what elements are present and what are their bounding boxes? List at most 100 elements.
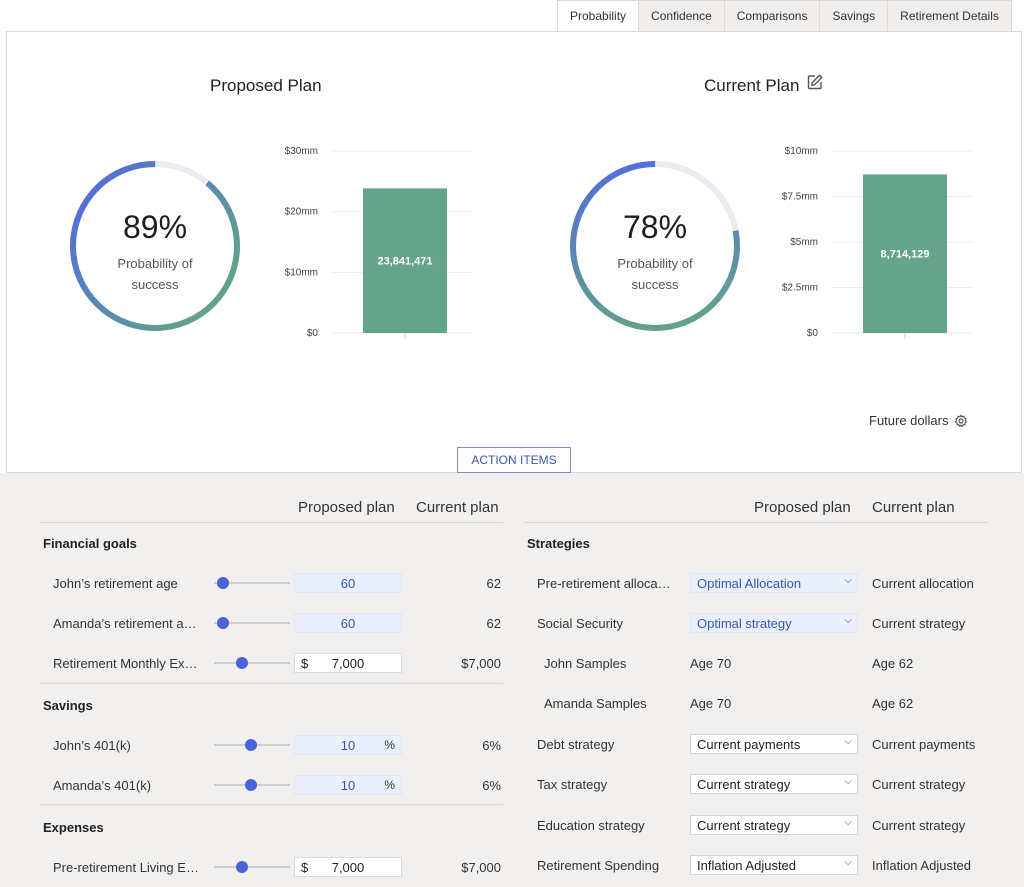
- tax-strategy-current: Current strategy: [872, 777, 966, 792]
- divider: [524, 522, 988, 523]
- future-dollars-toggle[interactable]: Future dollars: [869, 413, 968, 428]
- tab-retirement-details[interactable]: Retirement Details: [887, 0, 1012, 32]
- amanda-401k-input[interactable]: 10%: [294, 775, 402, 795]
- tab-savings[interactable]: Savings: [819, 0, 889, 32]
- john-401k-input[interactable]: 10%: [294, 735, 402, 755]
- chevron-down-icon: ⌵: [844, 776, 852, 787]
- slider-track[interactable]: [214, 582, 290, 584]
- amanda-401k-slider[interactable]: [214, 778, 290, 792]
- tab-comparisons[interactable]: Comparisons: [723, 0, 821, 32]
- slider-thumb[interactable]: [217, 617, 230, 629]
- current-probability-donut: [570, 161, 740, 331]
- row-label: John’s retirement age: [53, 576, 178, 591]
- divider: [40, 804, 503, 805]
- right-proposed-header: Proposed plan: [754, 499, 851, 516]
- amanda-retirement-age-input[interactable]: 60: [294, 613, 402, 633]
- section-savings: Savings: [43, 698, 93, 713]
- education-strategy-current: Current strategy: [872, 818, 966, 833]
- field-text: 10: [340, 778, 356, 793]
- john-401k-slider[interactable]: [214, 738, 290, 752]
- gear-icon[interactable]: [954, 414, 968, 428]
- proposed-assets-bar-chart: $0 $10mm $20mm $30mm 23,841,471: [285, 146, 472, 339]
- pre-retirement-living-expense-current: $7,000: [461, 860, 501, 875]
- amanda-retirement-age-slider[interactable]: [214, 616, 290, 630]
- field-text: 60: [340, 576, 356, 591]
- bar: [363, 188, 447, 333]
- john-retirement-age-slider[interactable]: [214, 576, 290, 590]
- john-401k-current: 6%: [482, 738, 501, 753]
- donut-arc: [70, 161, 240, 331]
- john-retirement-age-input[interactable]: 60: [294, 573, 402, 593]
- slider-track[interactable]: [214, 866, 290, 868]
- social-security-current: Current strategy: [872, 616, 966, 631]
- slider-thumb[interactable]: [217, 577, 230, 589]
- john-ss-proposed: Age 70: [690, 656, 732, 671]
- slider-thumb[interactable]: [236, 657, 249, 669]
- retirement-monthly-expense-current: $7,000: [461, 656, 501, 671]
- pre-retirement-living-expense-slider[interactable]: [214, 860, 290, 874]
- row-label: Pre-retirement Living E…: [53, 860, 199, 875]
- slider-track[interactable]: [214, 662, 290, 664]
- chevron-down-icon: ⌵: [844, 736, 852, 747]
- field-text: 10: [340, 738, 356, 753]
- row-label: Debt strategy: [537, 737, 615, 752]
- field-text: Current strategy: [697, 777, 791, 792]
- chevron-down-icon: ⌵: [844, 817, 852, 828]
- section-strategies: Strategies: [527, 536, 590, 551]
- field-text: 7,000: [331, 656, 365, 671]
- section-financial-goals: Financial goals: [43, 536, 137, 551]
- left-current-header: Current plan: [416, 499, 499, 516]
- row-label: Amanda’s retirement a…: [53, 616, 197, 631]
- current-probability-label-line1: Probability of: [617, 256, 693, 271]
- education-strategy-select[interactable]: Current strategy ⌵: [690, 815, 858, 835]
- slider-track[interactable]: [214, 622, 290, 624]
- amanda-401k-current: 6%: [482, 778, 501, 793]
- tab-confidence[interactable]: Confidence: [638, 0, 725, 32]
- field-text: $: [301, 656, 309, 671]
- tab-probability[interactable]: Probability: [557, 0, 640, 32]
- left-proposed-header: Proposed plan: [298, 499, 395, 516]
- retirement-monthly-expense-input[interactable]: $7,000: [294, 653, 402, 673]
- field-text: Optimal strategy: [697, 616, 792, 631]
- y-tick-label: $20mm: [285, 207, 318, 218]
- current-plan-title: Current Plan: [704, 76, 800, 95]
- amanda-ss-proposed: Age 70: [690, 696, 732, 711]
- probability-panel: Proposed Plan Current Plan 89% Probabili…: [6, 31, 1022, 473]
- pre-retirement-allocation-current: Current allocation: [872, 576, 974, 591]
- slider-thumb[interactable]: [244, 779, 257, 791]
- pre-retirement-living-expense-input[interactable]: $7,000: [294, 857, 402, 877]
- chevron-down-icon: ⌵: [844, 615, 852, 626]
- slider-thumb[interactable]: [236, 861, 249, 873]
- field-text: %: [384, 778, 395, 792]
- row-label: Amanda’s 401(k): [53, 778, 152, 793]
- field-text: $: [301, 860, 309, 875]
- row-label: Retirement Spending: [537, 858, 660, 873]
- pre-retirement-allocation-select[interactable]: Optimal Allocation ⌵: [690, 573, 858, 593]
- social-security-select[interactable]: Optimal strategy ⌵: [690, 613, 858, 633]
- bar: [863, 174, 947, 333]
- retirement-monthly-expense-slider[interactable]: [214, 656, 290, 670]
- retirement-spending-select[interactable]: Inflation Adjusted ⌵: [690, 855, 858, 875]
- proposed-probability-label-line2: success: [131, 277, 179, 292]
- plan-inputs-panel: Proposed plan Current plan Financial goa…: [0, 473, 1024, 887]
- row-label: John Samples: [544, 656, 627, 671]
- action-items-button[interactable]: ACTION ITEMS: [457, 447, 571, 473]
- field-text: Current payments: [697, 737, 801, 752]
- tab-bar: Probability Confidence Comparisons Savin…: [557, 0, 1012, 32]
- current-probability-label-line2: success: [631, 277, 679, 292]
- debt-strategy-select[interactable]: Current payments ⌵: [690, 734, 858, 754]
- john-retirement-age-current: 62: [486, 576, 501, 591]
- tax-strategy-select[interactable]: Current strategy ⌵: [690, 774, 858, 794]
- y-tick-label: $0: [307, 328, 319, 339]
- field-text: Optimal Allocation: [697, 576, 802, 591]
- retirement-spending-current: Inflation Adjusted: [872, 858, 972, 873]
- y-tick-label: $2.5mm: [782, 283, 818, 294]
- bar-data-label: 8,714,129: [881, 249, 930, 261]
- john-ss-current: Age 62: [872, 656, 914, 671]
- debt-strategy-current: Current payments: [872, 737, 976, 752]
- field-text: 7,000: [331, 860, 365, 875]
- slider-thumb[interactable]: [244, 739, 257, 751]
- row-label: John’s 401(k): [53, 738, 131, 753]
- current-probability-value: 78%: [622, 209, 688, 245]
- edit-icon[interactable]: [806, 73, 824, 91]
